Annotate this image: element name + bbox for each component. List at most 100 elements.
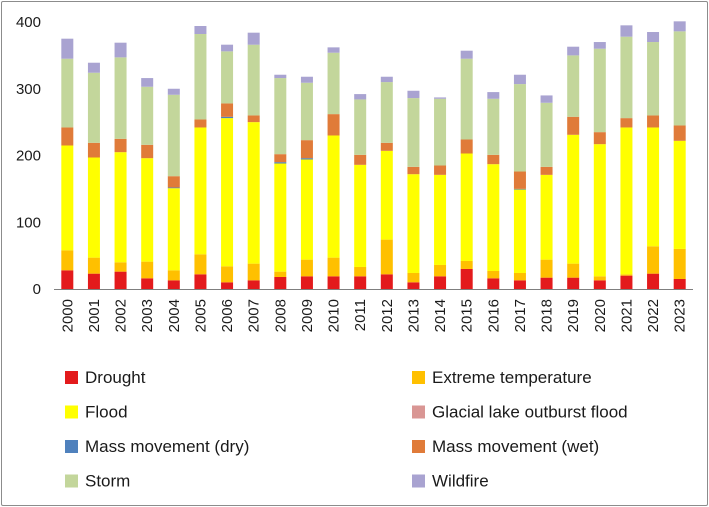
bar-segment [221,51,234,104]
bar-segment [300,140,313,159]
bar-segment [487,270,500,279]
bar-segment [167,270,180,281]
bar-segment [354,154,367,165]
x-tick-label: 2008 [272,299,289,332]
bar-segment [567,263,580,278]
x-tick-label: 2023 [672,299,689,332]
bar-segment [114,57,127,139]
bar-segment [300,76,313,83]
x-tick-label: 2007 [246,299,263,332]
x-tick-label: 2018 [539,299,556,332]
bar-segment [673,21,686,32]
bar-segment [61,270,74,289]
bar-segment [114,152,127,263]
x-tick-label: 2010 [326,299,343,332]
bar-segment [513,189,526,273]
bar-segment [221,282,234,289]
bar-segment [327,47,340,53]
bar-segment [274,271,287,277]
bar-segment [274,74,287,79]
bar-segment [380,239,393,275]
bar-segment [141,78,154,87]
bar-segment [247,32,260,45]
bar-segment [114,271,127,289]
bar-segment [194,26,207,35]
bar-segment [407,90,420,99]
bar-segment [513,84,526,172]
bar-segment [141,278,154,289]
legend-label: Flood [85,403,128,422]
bar-segment [194,127,207,255]
bar-segment [221,44,234,52]
bar-segment [114,42,127,58]
bar-segment [620,127,633,275]
y-tick-label: 200 [16,148,41,165]
bar-segment [114,138,127,153]
bar-segment [167,176,180,188]
x-tick-label: 2011 [352,299,369,331]
bar-segment [61,145,74,251]
bar-segment [221,266,234,283]
bar-segment [87,62,100,73]
y-tick-label: 300 [16,81,41,98]
bar-segment [647,32,660,43]
bar-segment [460,153,473,261]
bar-segment [487,164,500,271]
bar-segment [300,276,313,289]
bar-segment [487,98,500,155]
bar-segment [540,174,553,260]
bar-segment [434,174,447,265]
x-tick-label: 2009 [299,299,316,332]
bar-segment [380,76,393,83]
bar-segment [274,154,287,163]
bar-segment [647,42,660,116]
x-tick-label: 2017 [512,299,529,332]
bar-segment [380,142,393,151]
bar-segment [87,257,100,274]
x-tick-label: 2022 [645,299,662,332]
bar-segment [673,140,686,249]
bar-segment [247,122,260,264]
bar-segment [673,125,686,141]
bar-segment [407,272,420,283]
legend-swatch [65,371,78,384]
bar-segment [87,72,100,143]
bar-segment [513,280,526,289]
bar-segment [274,276,287,290]
x-tick-label: 2004 [166,299,183,332]
bar-segment [620,275,633,289]
bar-segment [434,165,447,175]
bar-segment [593,280,606,289]
bar-segment [247,263,260,281]
bar-segment [487,278,500,289]
legend-label: Mass movement (wet) [432,437,599,456]
bar-segment [61,38,74,59]
bar-segment [620,25,633,37]
bar-segment [434,276,447,289]
bar-segment [567,55,580,117]
bar-segment [274,162,287,164]
x-tick-label: 2003 [139,299,156,332]
bar-segment [167,187,180,189]
bar-segment [673,248,686,279]
bar-segment [354,164,367,267]
bar-segment [167,88,180,95]
y-tick-label: 400 [16,14,41,31]
legend-swatch [65,405,78,419]
bar-segment [540,277,553,289]
bar-segment [460,260,473,269]
bar-segment [487,154,500,165]
bar-segment [247,280,260,289]
legend-swatch [412,474,425,488]
x-tick-label: 2020 [592,299,609,332]
bar-segment [540,166,553,175]
legend-swatch [65,440,78,453]
bar-segment [114,262,127,272]
x-tick-label: 2014 [432,299,449,332]
bar-segment [87,273,100,289]
legend-swatch [412,405,425,419]
bar-segment [300,82,313,141]
legend-swatch [412,371,425,384]
legend-label: Drought [85,368,146,387]
x-tick-label: 2001 [86,299,103,332]
